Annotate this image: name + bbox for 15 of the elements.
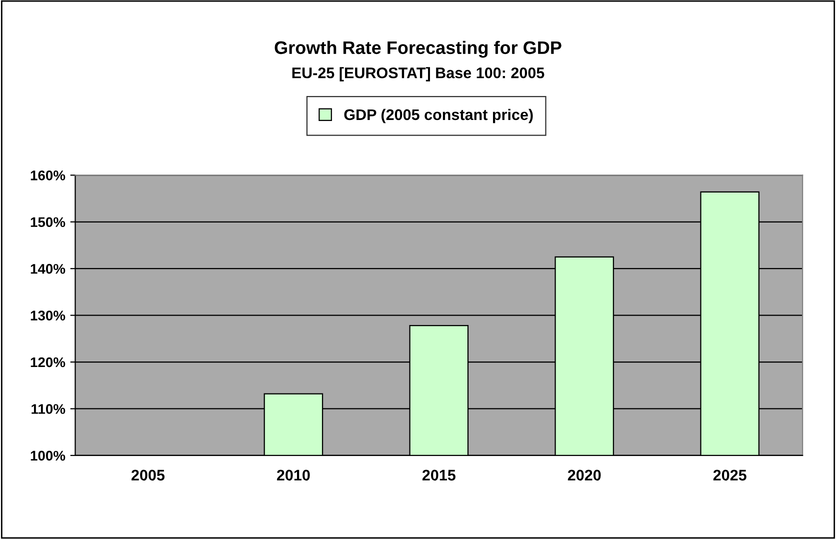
legend-label: GDP (2005 constant price)	[344, 108, 533, 124]
y-tick-label: 120%	[30, 357, 66, 368]
x-tick-label: 2020	[568, 470, 601, 481]
x-tick-label: 2010	[276, 470, 310, 481]
y-tick-label: 130%	[30, 310, 66, 321]
y-tick-label: 150%	[30, 217, 66, 228]
x-tick-label: 2005	[132, 470, 165, 481]
chart-title: Growth Rate Forecasting for GDP	[274, 40, 562, 58]
y-tick-label: 140%	[30, 264, 66, 274]
x-tick-label: 2015	[422, 470, 456, 481]
y-tick-label: 100%	[30, 450, 66, 461]
y-tick-label: 110%	[32, 404, 66, 414]
y-tick-label: 160%	[30, 170, 66, 180]
x-tick-label: 2025	[713, 470, 746, 481]
chart-subtitle: EU-25 [EUROSTAT] Base 100: 2005	[292, 67, 544, 82]
